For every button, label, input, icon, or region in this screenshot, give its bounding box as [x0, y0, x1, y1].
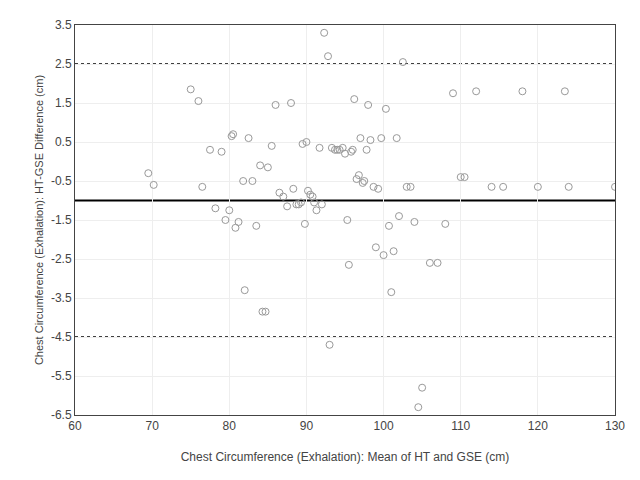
svg-text:100: 100: [374, 419, 394, 433]
svg-text:110: 110: [451, 419, 470, 433]
svg-text:1.5: 1.5: [55, 96, 72, 110]
svg-text:2.5: 2.5: [55, 57, 72, 71]
svg-text:70: 70: [145, 419, 159, 433]
svg-text:3.5: 3.5: [55, 18, 72, 32]
svg-text:Chest Circumference (Exhalatio: Chest Circumference (Exhalation): Mean o…: [181, 450, 510, 464]
svg-text:0.5: 0.5: [55, 135, 72, 149]
svg-text:-1.5: -1.5: [51, 213, 72, 227]
svg-text:-6.5: -6.5: [51, 408, 72, 422]
svg-text:90: 90: [300, 419, 314, 433]
svg-text:-5.5: -5.5: [51, 369, 72, 383]
svg-text:80: 80: [223, 419, 237, 433]
svg-text:60: 60: [68, 419, 82, 433]
svg-text:120: 120: [528, 419, 548, 433]
svg-text:-2.5: -2.5: [51, 252, 72, 266]
svg-text:-0.5: -0.5: [51, 174, 72, 188]
svg-text:-4.5: -4.5: [51, 330, 72, 344]
svg-text:Chest Circumference (Exhalatio: Chest Circumference (Exhalation): HT-GSE…: [33, 75, 45, 365]
svg-text:-3.5: -3.5: [51, 291, 72, 305]
svg-text:130: 130: [605, 419, 625, 433]
